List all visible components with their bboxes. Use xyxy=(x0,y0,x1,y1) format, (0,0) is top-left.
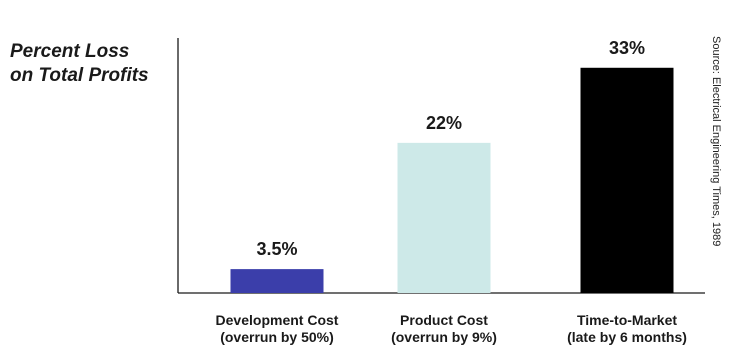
category-label-1-line2: (overrun by 50%) xyxy=(220,329,334,345)
data-label-3: 33% xyxy=(609,38,645,58)
data-label-1: 3.5% xyxy=(256,239,297,259)
y-axis-label: Percent Loss on Total Profits xyxy=(10,40,149,88)
bar-1 xyxy=(230,269,324,293)
category-label-2-line1: Product Cost xyxy=(400,312,488,328)
y-axis-label-line1: Percent Loss xyxy=(10,41,130,62)
bar-3 xyxy=(580,67,674,294)
source-note: Source: Electrical Engineering Times, 19… xyxy=(710,36,722,247)
bar-2 xyxy=(397,142,491,293)
category-label-3-line1: Time-to-Market xyxy=(577,312,677,328)
category-label-1-line1: Development Cost xyxy=(216,312,339,328)
y-axis-label-line2: on Total Profits xyxy=(10,65,149,86)
category-label-3-line2: (late by 6 months) xyxy=(567,329,687,345)
data-label-2: 22% xyxy=(426,113,462,133)
category-label-2-line2: (overrun by 9%) xyxy=(391,329,497,345)
